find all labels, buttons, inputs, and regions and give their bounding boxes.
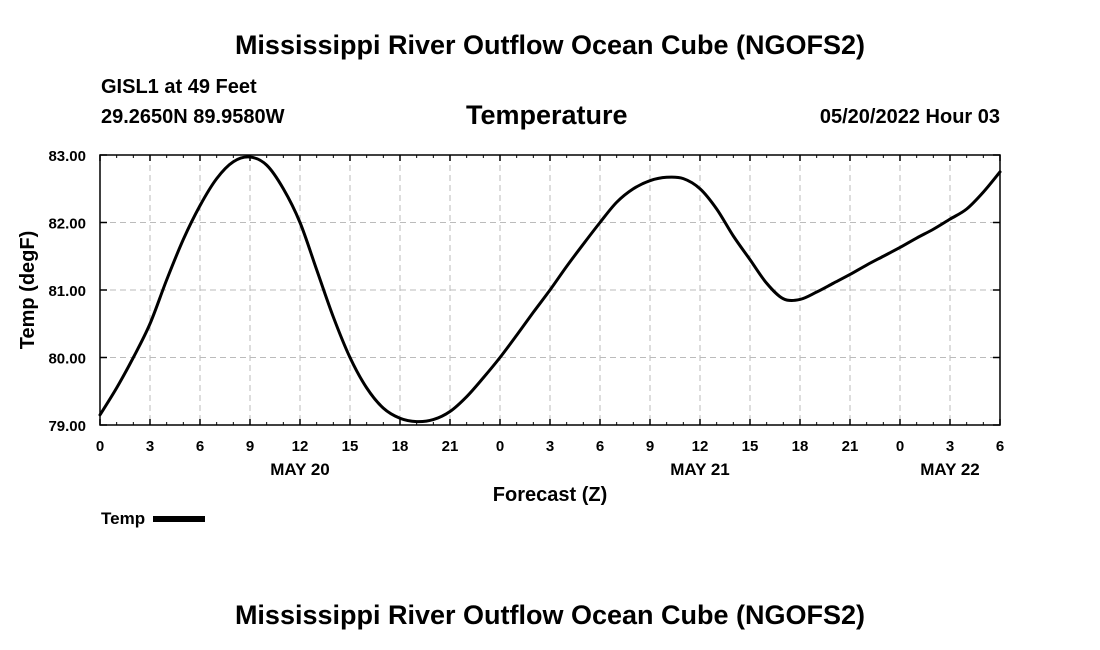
x-tick-label: 6 xyxy=(196,438,204,455)
grid xyxy=(100,154,1000,425)
chart-title: Temperature xyxy=(466,100,628,130)
x-tick-label: 9 xyxy=(246,438,254,455)
page-title: Mississippi River Outflow Ocean Cube (NG… xyxy=(234,30,866,60)
x-tick-label: 3 xyxy=(546,438,554,455)
x-tick-label: 0 xyxy=(96,438,104,455)
legend-label: Temp xyxy=(101,509,146,528)
x-tick-label: 3 xyxy=(946,438,954,455)
x-tick-label: 6 xyxy=(596,438,604,455)
x-axis-label: Forecast (Z) xyxy=(493,484,607,506)
x-tick-label: 15 xyxy=(742,438,759,455)
y-tick-label: 83.00 xyxy=(48,148,86,165)
y-tick-label: 81.00 xyxy=(48,283,86,300)
coordinates-label: 29.2650N 89.9580W xyxy=(101,106,285,128)
x-tick-label: 3 xyxy=(146,438,154,455)
date-label: MAY 21 xyxy=(670,460,730,479)
x-tick-label: 21 xyxy=(442,438,459,455)
temp-series-line xyxy=(98,155,1002,424)
x-tick-label: 0 xyxy=(896,438,904,455)
date-label: MAY 22 xyxy=(920,460,980,479)
x-tick-label: 0 xyxy=(496,438,504,455)
datetime-label: 05/20/2022 Hour 03 xyxy=(819,106,1000,128)
axis-ticks xyxy=(99,154,1001,426)
x-tick-label: 9 xyxy=(646,438,654,455)
y-tick-label: 82.00 xyxy=(48,216,86,233)
station-label: GISL1 at 49 Feet xyxy=(101,76,257,98)
x-tick-label: 12 xyxy=(292,438,309,455)
footer-title: Mississippi River Outflow Ocean Cube (NG… xyxy=(234,600,866,630)
x-tick-label: 15 xyxy=(342,438,359,455)
x-tick-label: 18 xyxy=(392,438,409,455)
y-tick-label: 80.00 xyxy=(48,351,86,368)
x-tick-label: 12 xyxy=(692,438,709,455)
axis-labels: 0 3 6 9 12 15 18 21 0 3 6 9 12 15 18 21 0 3 6 79.00 80.00 81.… xyxy=(48,148,1004,479)
y-axis-label: Temp (degF) xyxy=(17,231,39,350)
x-tick-label: 6 xyxy=(996,438,1004,455)
legend: Temp xyxy=(101,509,206,529)
legend-swatch xyxy=(153,516,206,522)
y-tick-label: 79.00 xyxy=(48,418,86,435)
x-tick-label: 21 xyxy=(842,438,859,455)
date-label: MAY 20 xyxy=(270,460,330,479)
x-tick-label: 18 xyxy=(792,438,809,455)
